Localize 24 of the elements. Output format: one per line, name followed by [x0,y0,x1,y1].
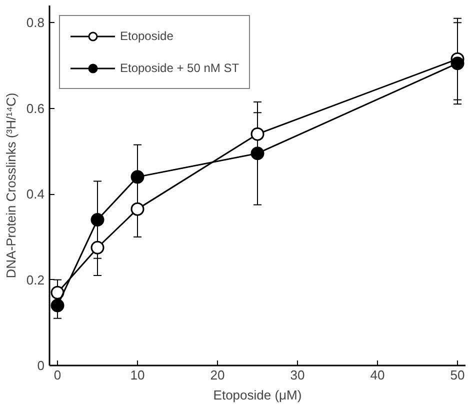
x-tick-label: 10 [130,368,145,382]
x-axis-title: Etoposide (μM) [213,388,302,402]
point [450,56,464,70]
point [130,202,144,216]
x-tick-label: 30 [290,368,305,382]
x-tick-label: 20 [210,368,225,382]
point [50,298,64,312]
y-tick-label: 0.4 [26,186,45,202]
legend-label: Etoposide + 50 nM ST [120,61,240,75]
x-tick-label: 40 [370,368,385,382]
legend-label: Etoposide [120,29,174,43]
point [90,213,104,227]
x-tick-label: 50 [450,368,465,382]
y-tick-label: 0 [37,358,45,373]
point [130,170,144,184]
point [250,127,264,141]
point [90,240,104,254]
y-tick-label: 0.8 [26,15,45,30]
y-axis-title: DNA-Protein Crosslinks (³H/¹⁴C) [3,92,18,278]
x-tick-label: 0 [54,368,62,382]
point [50,286,64,300]
point [250,146,264,160]
y-tick-label: 0.2 [26,272,45,288]
y-tick-label: 0.6 [26,100,45,116]
